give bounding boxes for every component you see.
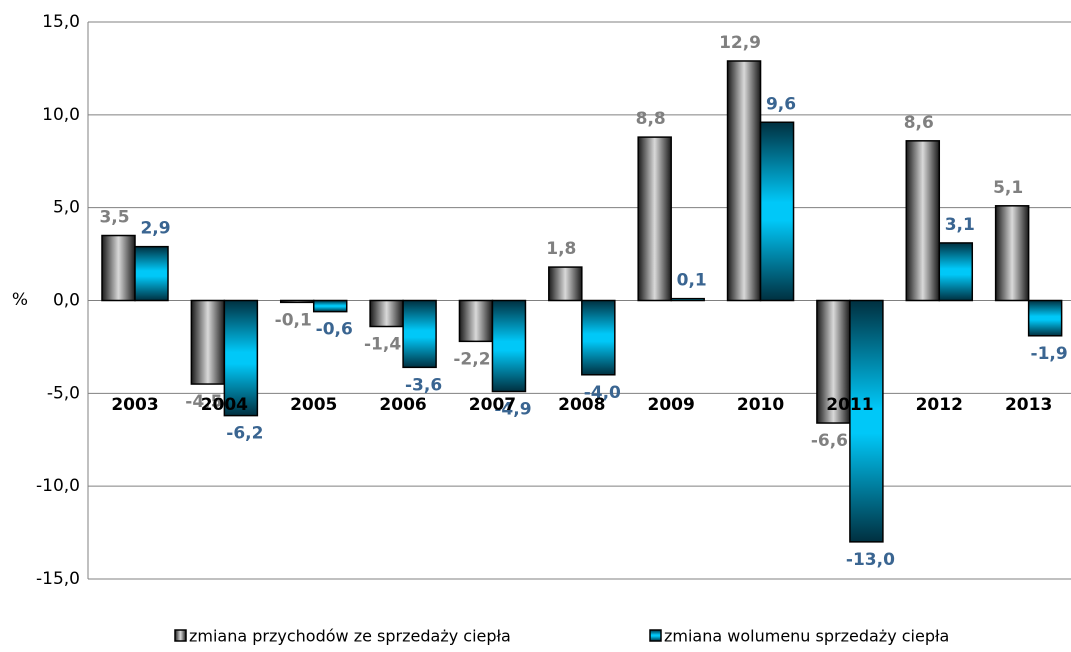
data-label: -4,5 [185,392,222,412]
x-tick-label: 2006 [379,395,426,415]
bar [548,266,583,302]
data-label: -1,4 [364,334,401,354]
bar [581,299,616,376]
bar [905,140,941,302]
y-tick-label: 5,0 [53,198,80,218]
x-tick-label: 2004 [201,395,248,415]
data-label: -4,0 [584,383,621,403]
data-label: 0,1 [677,271,707,291]
x-tick-label: 2009 [648,395,695,415]
data-label: -4,9 [494,399,531,419]
bar [994,205,1030,302]
y-tick-label: 15,0 [42,12,80,32]
bar [759,121,795,302]
data-label: -6,6 [811,431,848,451]
x-tick-label: 2007 [469,395,516,415]
bar [190,299,226,385]
data-label: 12,9 [719,33,761,53]
data-label: -2,2 [453,349,490,369]
data-label: 2,9 [140,219,170,239]
y-tick-label: 10,0 [42,105,80,125]
bar [670,297,705,302]
bar [1027,299,1063,337]
y-tick-label: -10,0 [36,476,80,496]
bar [726,60,762,302]
y-tick-label: -15,0 [36,569,80,589]
legend-swatch [649,629,662,642]
y-tick-label: -5,0 [47,383,80,403]
data-label: -1,9 [1031,344,1068,364]
data-label: 8,8 [636,109,666,129]
data-label: -3,6 [405,375,442,395]
bar [134,245,169,302]
bar [101,234,136,302]
bar [637,136,672,302]
y-axis-label: % [12,290,28,310]
x-tick-label: 2010 [737,395,784,415]
bar [458,299,494,343]
x-tick-label: 2013 [1005,395,1052,415]
data-label: 3,5 [99,208,129,228]
data-label: 8,6 [904,113,934,133]
bar [491,299,527,393]
bar [938,242,974,302]
x-tick-label: 2011 [826,395,873,415]
data-label: 9,6 [766,94,796,114]
legend-swatch [174,629,187,642]
data-label: -0,6 [316,320,353,340]
bar [369,299,404,328]
bar [223,299,259,417]
x-tick-label: 2005 [290,395,337,415]
legend-label: zmiana wolumenu sprzedaży ciepła [664,627,949,646]
data-label: 5,1 [993,178,1023,198]
legend-label: zmiana przychodów ze sprzedaży ciepła [189,627,511,646]
data-label: 3,1 [945,215,975,235]
data-label: 1,8 [546,239,576,259]
x-tick-label: 2003 [111,395,158,415]
bar [816,299,851,424]
bar [402,299,437,369]
x-tick-label: 2012 [916,395,963,415]
bar [312,299,348,313]
data-label: -6,2 [226,424,263,444]
bar [849,299,884,543]
data-label: -0,1 [275,310,312,330]
data-label: -13,0 [846,550,895,570]
y-tick-label: 0,0 [53,291,80,311]
x-tick-label: 2008 [558,395,605,415]
bar [279,299,315,304]
